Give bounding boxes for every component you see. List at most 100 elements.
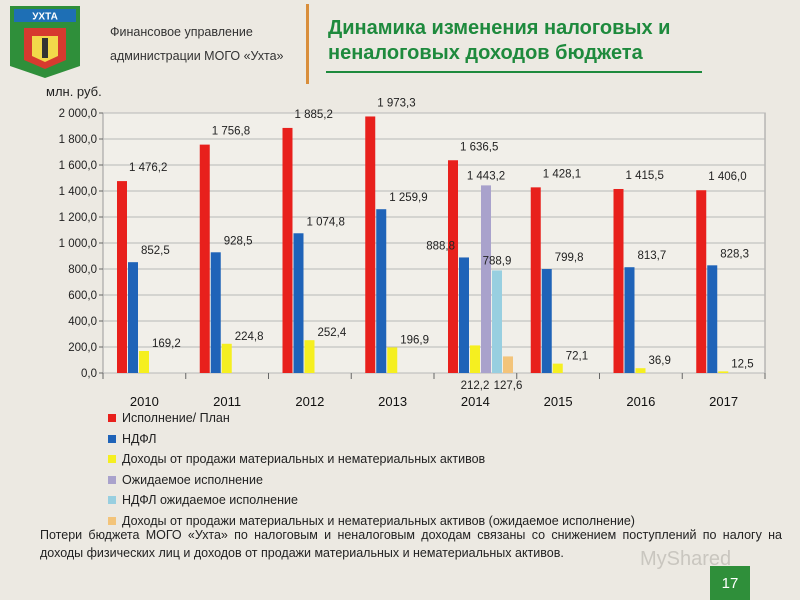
y-tick-label: 1 800,0: [59, 134, 97, 146]
data-label: 788,9: [483, 255, 512, 267]
coat-of-arms-icon: УХТА: [10, 6, 80, 78]
legend-label: НДФЛ: [122, 431, 157, 446]
legend-swatch: [108, 434, 116, 443]
bar-ndfl: [128, 262, 138, 373]
data-label: 127,6: [494, 380, 523, 392]
bar-execution: [448, 160, 458, 373]
data-label: 1 259,9: [389, 192, 427, 204]
footnote-text: Потери бюджета МОГО «Ухта» по налоговым …: [40, 528, 782, 560]
legend-label: Исполнение/ План: [122, 411, 230, 425]
data-label: 1 415,5: [626, 170, 664, 182]
data-label: 12,5: [731, 358, 753, 370]
legend-label: Ожидаемое исполнение: [122, 472, 263, 487]
x-tick-label: 2015: [544, 394, 573, 409]
x-tick-label: 2014: [461, 394, 490, 409]
data-label: 1 443,2: [467, 170, 505, 182]
bar-assets_expected: [503, 356, 513, 373]
legend-item: Доходы от продажи материальных и нематер…: [108, 511, 788, 532]
y-axis-unit-label: млн. руб.: [46, 84, 102, 99]
header-divider: [306, 4, 309, 84]
bar-execution: [530, 187, 541, 373]
legend-item: Исполнение/ План: [108, 408, 788, 429]
watermark: MyShared: [640, 548, 732, 570]
x-tick-label: 2016: [626, 394, 655, 409]
y-tick-label: 800,0: [68, 264, 97, 276]
x-tick-label: 2010: [130, 394, 159, 409]
bar-ndfl: [376, 209, 387, 373]
logo-text: УХТА: [32, 12, 58, 23]
bar-ndfl: [707, 265, 718, 373]
title-underline: [326, 71, 702, 73]
bar-assets: [470, 345, 480, 373]
y-tick-label: 2 000,0: [59, 108, 97, 120]
legend-label: Доходы от продажи материальных и нематер…: [122, 513, 635, 528]
data-label: 36,9: [649, 355, 671, 367]
legend-label: Доходы от продажи материальных и нематер…: [122, 452, 486, 466]
y-tick-label: 1 200,0: [59, 212, 97, 224]
data-label: 1 636,5: [460, 141, 498, 153]
data-label: 1 406,0: [708, 171, 746, 183]
x-tick-label: 2012: [295, 394, 324, 409]
org-name-line2: администрации МОГО «Ухта»: [110, 49, 284, 63]
data-label: 212,2: [461, 380, 490, 392]
bar-execution: [613, 188, 624, 373]
data-label: 224,8: [235, 331, 264, 343]
legend-item: НДФЛ ожидаемое исполнение: [108, 490, 788, 511]
legend-swatch: [108, 455, 116, 464]
y-tick-label: 0,0: [81, 368, 97, 380]
legend-item: НДФЛ: [108, 429, 788, 450]
bar-execution: [696, 190, 707, 373]
bar-assets: [635, 368, 646, 373]
bar-ndfl: [541, 269, 552, 373]
bar-execution: [199, 144, 210, 373]
bar-execution: [365, 116, 376, 373]
data-label: 1 756,8: [212, 126, 250, 138]
data-label: 852,5: [141, 245, 170, 257]
legend-label: НДФЛ ожидаемое исполнение: [122, 493, 298, 507]
data-label: 928,5: [224, 235, 253, 247]
page-number: 17: [710, 566, 750, 600]
y-tick-label: 1 600,0: [59, 160, 97, 172]
slide-title: Динамика изменения налоговых и неналогов…: [328, 16, 788, 66]
title-line1: Динамика изменения налоговых и: [328, 17, 671, 39]
bar-assets: [718, 371, 729, 373]
chart-legend: Исполнение/ План НДФЛ Доходы от продажи ма…: [108, 408, 788, 531]
bar-ndfl: [293, 233, 304, 373]
data-label: 169,2: [152, 338, 181, 350]
org-name-line1: Финансовое управление: [110, 25, 253, 39]
legend-swatch: [108, 496, 116, 505]
bar-ndfl: [210, 252, 221, 373]
legend-item: Ожидаемое исполнение: [108, 470, 788, 491]
bar-ndfl: [459, 257, 469, 373]
bar-assets: [304, 340, 315, 373]
data-label: 1 885,2: [295, 109, 333, 121]
title-line2: неналоговых доходов бюджета: [328, 42, 643, 64]
x-tick-label: 2011: [213, 394, 241, 409]
x-tick-label: 2013: [378, 394, 407, 409]
data-label: 799,8: [555, 252, 584, 264]
y-tick-label: 200,0: [68, 342, 97, 354]
data-label: 72,1: [566, 351, 588, 363]
y-tick-label: 400,0: [68, 316, 97, 328]
bar-assets: [139, 351, 149, 373]
data-label: 828,3: [720, 248, 749, 260]
bar-assets: [552, 363, 563, 373]
data-label: 1 428,1: [543, 168, 581, 180]
bar-expected: [481, 185, 491, 373]
y-tick-label: 1 000,0: [59, 238, 97, 250]
data-label: 252,4: [318, 327, 347, 339]
legend-swatch: [108, 516, 116, 525]
bar-ndfl: [624, 267, 635, 373]
x-tick-label: 2017: [709, 394, 738, 409]
data-label: 1 476,2: [129, 162, 167, 174]
data-label: 196,9: [400, 334, 429, 346]
city-logo: УХТА: [10, 6, 80, 78]
bar-chart: 0,0 200,0 400,0 600,0 800,0 1 000,0 1 200,0 1 4…: [59, 97, 766, 409]
data-label: 1 074,8: [307, 216, 345, 228]
y-tick-label: 600,0: [68, 290, 97, 302]
data-label: 888,8: [426, 240, 455, 252]
legend-swatch: [108, 475, 116, 484]
bar-assets: [387, 347, 398, 373]
y-tick-label: 1 400,0: [59, 186, 97, 198]
bar-ndfl_expected: [492, 270, 502, 373]
